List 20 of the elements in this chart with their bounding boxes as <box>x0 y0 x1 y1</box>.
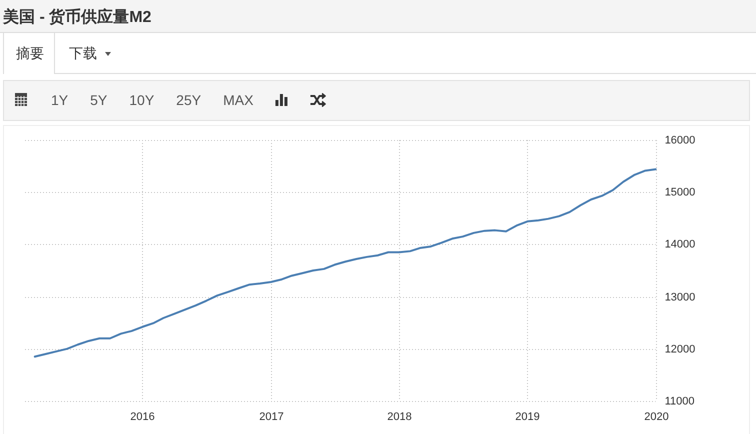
y-tick-label: 14000 <box>664 238 696 250</box>
x-tick-label: 2017 <box>259 411 284 423</box>
y-tick-label: 15000 <box>664 186 696 198</box>
y-tick-label: 11000 <box>664 396 694 408</box>
text: 摘要 <box>16 45 44 61</box>
text: 25Y <box>176 92 202 108</box>
text: 1Y <box>51 92 69 108</box>
y-tick-label: 13000 <box>664 292 696 304</box>
text: 下载 <box>69 45 97 61</box>
y-tick-label: 16000 <box>664 134 696 146</box>
x-tick-label: 2020 <box>644 411 669 423</box>
x-tick-label: 2016 <box>130 411 155 423</box>
x-tick-label: 2019 <box>515 411 540 423</box>
y-tick-label: 12000 <box>664 344 696 356</box>
text: 5Y <box>90 92 108 108</box>
chart-title: 美国 - 货币供应量M2 <box>2 7 152 26</box>
text: MAX <box>223 92 254 108</box>
text: 10Y <box>129 92 155 108</box>
x-tick-label: 2018 <box>387 411 412 423</box>
line-series <box>34 168 657 358</box>
